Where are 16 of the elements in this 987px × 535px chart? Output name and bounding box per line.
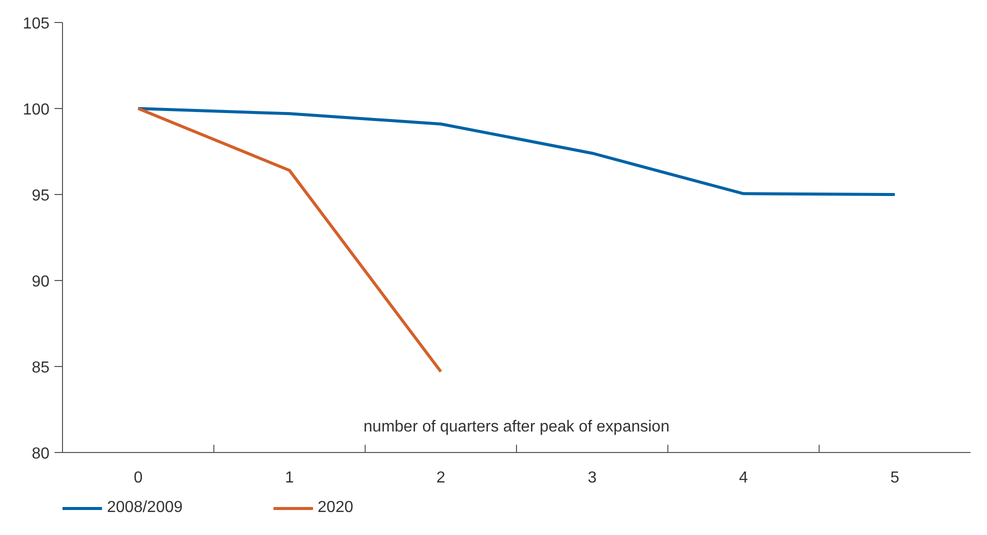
y-tick-label: 90: [32, 274, 50, 290]
legend-label: 2008/2009: [107, 498, 183, 516]
y-tick-label: 80: [32, 446, 50, 462]
legend-label: 2020: [318, 498, 354, 516]
x-tick-label: 4: [739, 470, 748, 486]
y-tick-label: 95: [32, 188, 50, 204]
y-tick-label: 85: [32, 360, 50, 376]
x-tick-label: 5: [890, 470, 900, 486]
y-tick-label: 100: [22, 102, 50, 118]
y-tick-label: 105: [22, 16, 50, 32]
x-tick-label: 0: [134, 470, 143, 486]
x-tick-label: 3: [588, 470, 597, 486]
x-axis-title: number of quarters after peak of expansion: [364, 418, 670, 436]
x-tick-label: 1: [285, 470, 294, 486]
x-tick-label: 2: [436, 470, 446, 486]
line-series: [136, 107, 896, 196]
